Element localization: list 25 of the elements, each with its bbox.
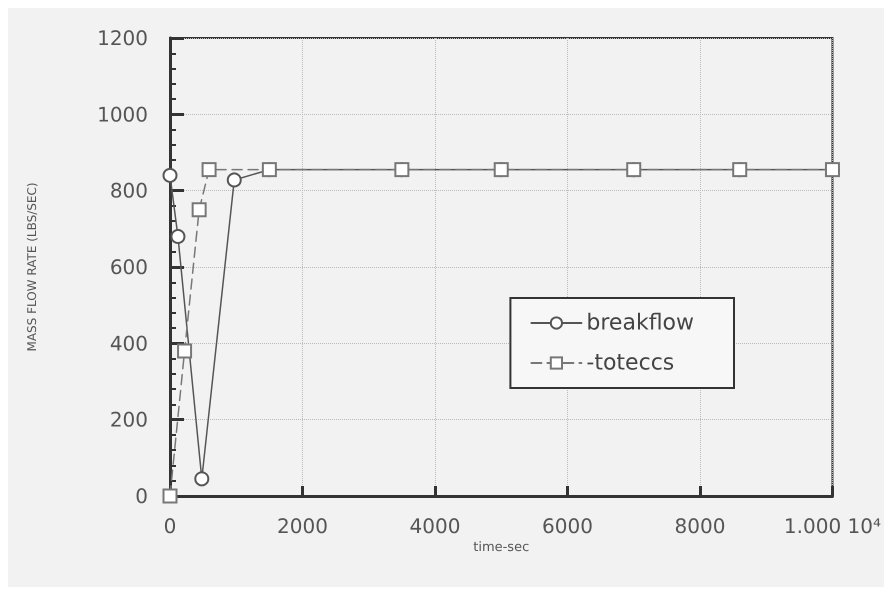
y-tick-label: 800: [110, 178, 148, 203]
x-tick-label: 8000: [674, 514, 726, 538]
point: [162, 168, 178, 183]
x-tick-label: 6000: [542, 514, 593, 538]
point: [226, 172, 242, 188]
y-tick-label: 1200: [97, 26, 148, 50]
point: [162, 488, 178, 504]
x-tick-label: 0: [164, 514, 176, 538]
legend-label: breakflow: [586, 310, 694, 336]
x-tick-label: 4000: [410, 514, 460, 538]
y-tick-label: 600: [110, 255, 148, 279]
legend-label: -toteccs: [586, 350, 674, 376]
point: [194, 471, 210, 486]
point: [192, 202, 207, 218]
x-tick-label: 1.000 10⁴: [784, 514, 882, 538]
y-tick-label: 0: [135, 484, 148, 508]
point: [202, 162, 217, 178]
y-tick-label: 200: [110, 408, 148, 432]
point: [177, 343, 192, 358]
y-tick-label: 400: [110, 331, 148, 356]
point: [170, 228, 186, 244]
x-axis-title: time-sec: [473, 540, 530, 555]
x-tick-label: 2000: [277, 514, 328, 538]
y-axis-title: MASS FLOW RATE (LBS/SEC): [25, 182, 39, 352]
y-tick-label: 1000: [97, 102, 148, 126]
